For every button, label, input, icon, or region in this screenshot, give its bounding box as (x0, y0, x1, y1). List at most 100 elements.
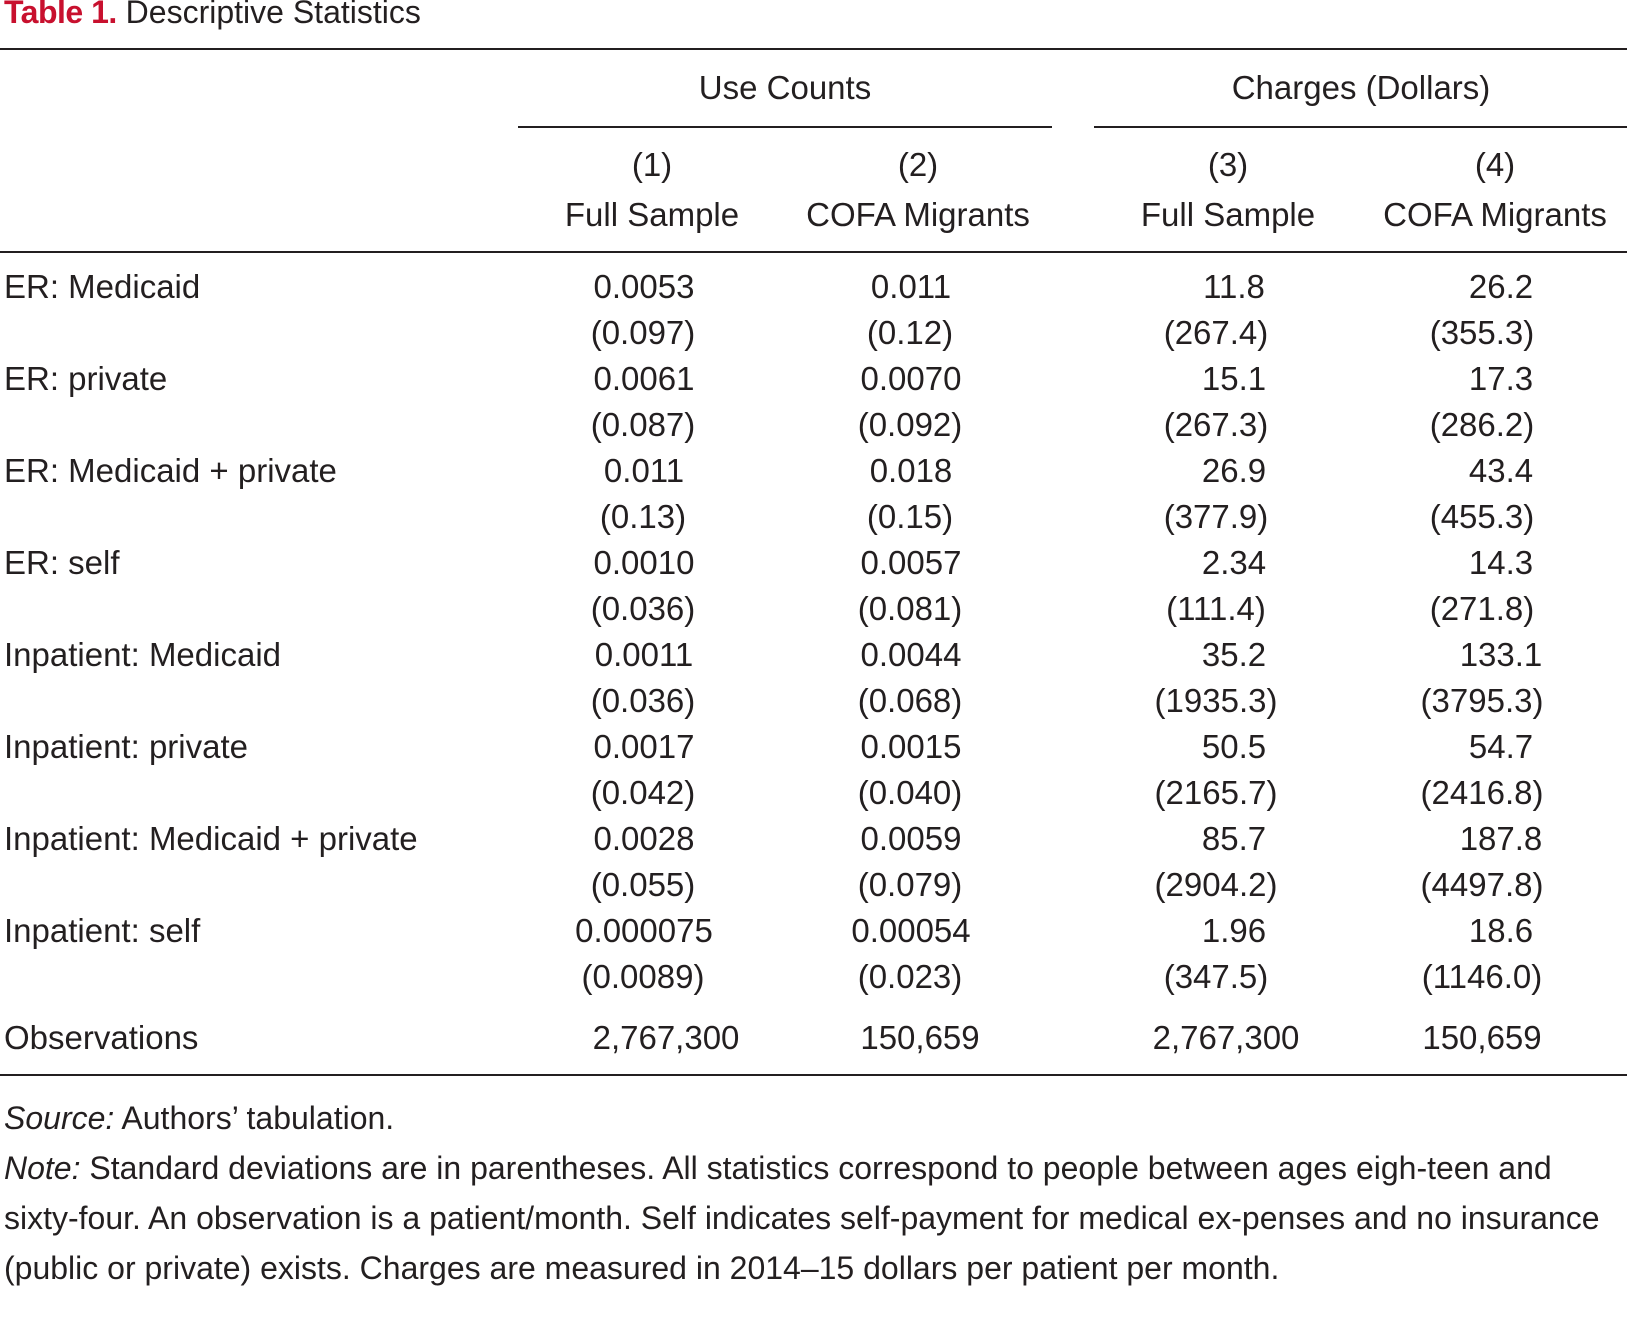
source-text: Authors’ tabulation. (121, 1100, 395, 1136)
mean-value: 14.3 (1468, 544, 1534, 581)
mean-value: 0.0059 (860, 820, 962, 857)
sd-value: (267.4) (1163, 314, 1269, 351)
table-notes: Source: Authors’ tabulation. Note: Stand… (4, 1093, 1624, 1293)
row-label: Inpatient: private (4, 728, 248, 765)
mean-value: 133.1 (1459, 636, 1543, 673)
sd-value: (2416.8) (1420, 774, 1544, 811)
group-header-use-counts: Use Counts (698, 69, 872, 106)
sd-value: (0.087) (590, 406, 696, 443)
mean-value: 0.0017 (593, 728, 695, 765)
note-text: Standard deviations are in parentheses. … (4, 1150, 1600, 1286)
row-label: ER: Medicaid + private (4, 452, 337, 489)
column-number-1: (1) (631, 146, 673, 183)
source-line: Source: Authors’ tabulation. (4, 1093, 1624, 1143)
row-label: Inpatient: Medicaid + private (4, 820, 418, 857)
mean-value: 0.0028 (593, 820, 695, 857)
sd-value: (0.092) (857, 406, 963, 443)
sd-value: (0.097) (590, 314, 696, 351)
mean-value: 17.3 (1468, 360, 1534, 397)
mean-value: 0.0044 (860, 636, 962, 673)
mean-value: 0.011 (870, 268, 952, 305)
mean-value: 18.6 (1468, 912, 1534, 949)
row-label: ER: private (4, 360, 168, 397)
sd-value: (0.036) (590, 590, 696, 627)
column-label-4: COFA Migrants (1383, 196, 1607, 233)
column-label-1: Full Sample (564, 196, 740, 233)
mean-value: 15.1 (1201, 360, 1267, 397)
mean-value: 35.2 (1201, 636, 1267, 673)
mean-value: 43.4 (1468, 452, 1534, 489)
sd-value: (0.068) (857, 682, 963, 719)
column-label-2: COFA Migrants (806, 196, 1030, 233)
column-number-2: (2) (897, 146, 939, 183)
mean-value: 26.9 (1201, 452, 1267, 489)
mean-value: 0.0011 (594, 636, 694, 673)
mean-value: 2.34 (1201, 544, 1267, 581)
group-rule-charges (1094, 126, 1627, 128)
mean-value: 1.96 (1201, 912, 1267, 949)
observations-value: 150,659 (1422, 1019, 1542, 1056)
mean-value: 26.2 (1468, 268, 1534, 305)
mean-value: 0.0015 (860, 728, 962, 765)
sd-value: (111.4) (1166, 590, 1266, 627)
sd-value: (267.3) (1163, 406, 1269, 443)
top-rule (0, 48, 1627, 50)
sd-value: (347.5) (1163, 958, 1269, 995)
observations-label: Observations (4, 1019, 199, 1056)
header-rule (0, 251, 1627, 253)
row-label: ER: Medicaid (4, 268, 201, 305)
sd-value: (355.3) (1429, 314, 1535, 351)
table-number: Table 1. (4, 0, 117, 30)
mean-value: 11.8 (1203, 268, 1265, 305)
sd-value: (0.13) (599, 498, 687, 535)
sd-value: (0.0089) (581, 958, 705, 995)
row-label: Inpatient: Medicaid (4, 636, 282, 673)
sd-value: (0.040) (857, 774, 963, 811)
mean-value: 0.0061 (593, 360, 695, 397)
mean-value: 0.0070 (860, 360, 962, 397)
group-rule-use-counts (518, 126, 1052, 128)
mean-value: 0.011 (603, 452, 685, 489)
bottom-rule (0, 1074, 1627, 1076)
note-label: Note: (4, 1150, 81, 1186)
mean-value: 0.0053 (593, 268, 695, 305)
mean-value: 50.5 (1201, 728, 1267, 765)
mean-value: 187.8 (1459, 820, 1543, 857)
mean-value: 0.00054 (851, 912, 971, 949)
sd-value: (377.9) (1163, 498, 1269, 535)
column-number-3: (3) (1207, 146, 1249, 183)
sd-value: (0.081) (857, 590, 963, 627)
sd-value: (2165.7) (1154, 774, 1278, 811)
sd-value: (0.055) (590, 866, 696, 903)
mean-value: 0.018 (869, 452, 953, 489)
sd-value: (0.023) (857, 958, 963, 995)
mean-value: 0.000075 (575, 912, 713, 949)
column-label-3: Full Sample (1140, 196, 1316, 233)
sd-value: (0.12) (866, 314, 954, 351)
sd-value: (286.2) (1429, 406, 1535, 443)
sd-value: (1146.0) (1421, 958, 1543, 995)
sd-value: (455.3) (1429, 498, 1535, 535)
sd-value: (1935.3) (1154, 682, 1278, 719)
mean-value: 0.0010 (593, 544, 695, 581)
table-title: Table 1. Descriptive Statistics (4, 0, 421, 31)
sd-value: (0.036) (590, 682, 696, 719)
sd-value: (4497.8) (1420, 866, 1544, 903)
sd-value: (3795.3) (1420, 682, 1544, 719)
table-caption: Descriptive Statistics (125, 0, 421, 30)
observations-value: 150,659 (860, 1019, 980, 1056)
observations-value: 2,767,300 (1152, 1019, 1300, 1056)
sd-value: (2904.2) (1154, 866, 1278, 903)
row-label: ER: self (4, 544, 120, 581)
note-line: Note: Standard deviations are in parenth… (4, 1143, 1624, 1293)
mean-value: 54.7 (1468, 728, 1534, 765)
sd-value: (0.15) (866, 498, 954, 535)
row-label: Inpatient: self (4, 912, 201, 949)
column-number-4: (4) (1474, 146, 1516, 183)
source-label: Source: (4, 1100, 115, 1136)
group-header-charges: Charges (Dollars) (1231, 69, 1491, 106)
sd-value: (271.8) (1429, 590, 1535, 627)
observations-value: 2,767,300 (592, 1019, 740, 1056)
sd-value: (0.079) (857, 866, 963, 903)
mean-value: 85.7 (1201, 820, 1267, 857)
